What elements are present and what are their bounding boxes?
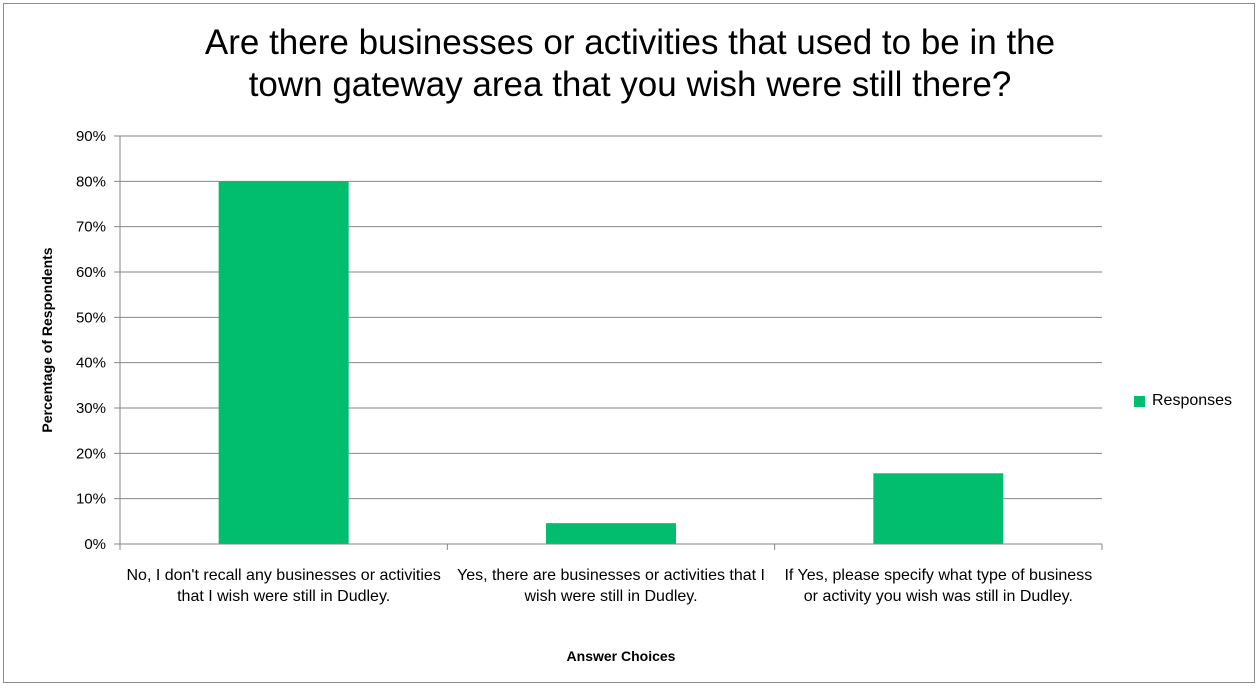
y-tick-label: 80% (76, 173, 106, 190)
chart-title: Are there businesses or activities that … (204, 23, 1056, 104)
y-axis-title: Percentage of Respondents (39, 247, 55, 432)
bar (546, 523, 676, 544)
legend-swatch (1134, 395, 1145, 407)
y-tick-label: 60% (76, 264, 106, 281)
y-tick-label: 40% (76, 355, 106, 372)
y-tick-label: 50% (76, 309, 106, 326)
y-tick-label: 30% (76, 400, 106, 417)
y-tick-label: 20% (76, 445, 106, 462)
y-tick-label: 90% (76, 128, 106, 145)
chart-frame (3, 3, 1255, 683)
y-tick-label: 10% (76, 491, 106, 508)
legend-label: Responses (1152, 392, 1233, 409)
x-axis-title: Answer Choices (567, 648, 676, 664)
y-tick-label: 0% (84, 536, 106, 553)
category-label: No, I don't recall any businesses or act… (126, 567, 441, 605)
legend: Responses (1134, 392, 1232, 410)
bar (218, 181, 349, 545)
y-tick-label: 70% (76, 219, 106, 236)
category-label: If Yes, please specify what type of busi… (784, 567, 1093, 605)
bar (873, 473, 1004, 544)
category-label: Yes, there are businesses or activities … (456, 567, 765, 605)
